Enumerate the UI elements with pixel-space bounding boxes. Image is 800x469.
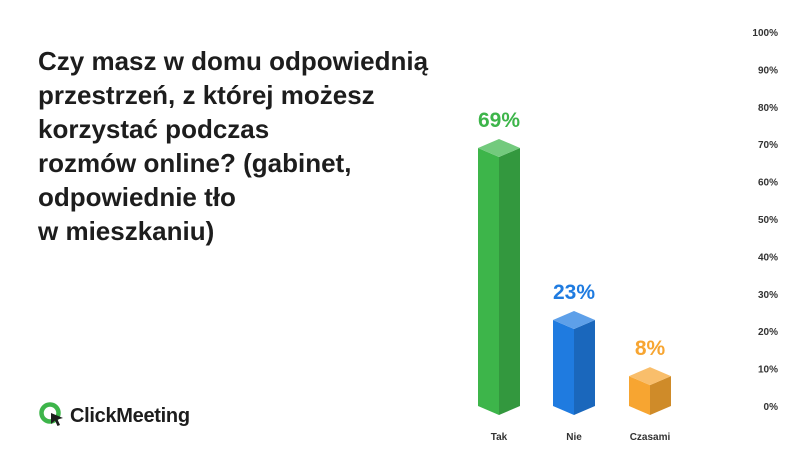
title-line: w mieszkaniu): [38, 216, 215, 246]
bar-right-face: [574, 319, 595, 415]
category-label: Tak: [491, 432, 508, 443]
bar-left-face: [478, 147, 499, 415]
logo-text: ClickMeeting: [70, 404, 190, 427]
y-tick-label: 20%: [758, 327, 778, 338]
y-tick-label: 60%: [758, 178, 778, 189]
y-tick-label: 50%: [758, 215, 778, 226]
bar-left-face: [553, 319, 574, 415]
y-tick-label: 100%: [752, 28, 778, 39]
y-tick-label: 90%: [758, 65, 778, 76]
bar-right-face: [650, 376, 671, 415]
title-line: Czy masz w domu odpowiednią: [38, 46, 429, 76]
bar-top-face: [629, 367, 671, 386]
category-label: Czasami: [630, 432, 671, 443]
y-tick-label: 30%: [758, 290, 778, 301]
y-tick-label: 40%: [758, 252, 778, 263]
data-label: 23%: [553, 281, 595, 304]
y-tick-label: 0%: [764, 402, 779, 413]
data-label: 8%: [635, 337, 666, 360]
clickmeeting-logo-icon: [38, 401, 64, 432]
bar-left-face: [629, 376, 650, 415]
title-line: rozmów online? (gabinet,: [38, 148, 352, 178]
chart-title: Czy masz w domu odpowiednią przestrzeń, …: [38, 44, 478, 248]
bar-top-face: [478, 138, 520, 157]
bar: [629, 367, 671, 415]
bar-right-face: [499, 147, 520, 415]
bar: [553, 310, 595, 415]
brand-logo: ClickMeeting: [38, 401, 190, 432]
category-label: Nie: [566, 432, 582, 443]
y-tick-label: 70%: [758, 140, 778, 151]
title-line: przestrzeń, z której możesz: [38, 80, 375, 110]
bar-top-face: [553, 310, 595, 329]
y-tick-label: 80%: [758, 103, 778, 114]
bar: [478, 138, 520, 415]
title-line: odpowiednie tło: [38, 182, 236, 212]
data-label: 69%: [478, 109, 520, 132]
y-tick-label: 10%: [758, 365, 778, 376]
title-line: korzystać podczas: [38, 114, 270, 144]
